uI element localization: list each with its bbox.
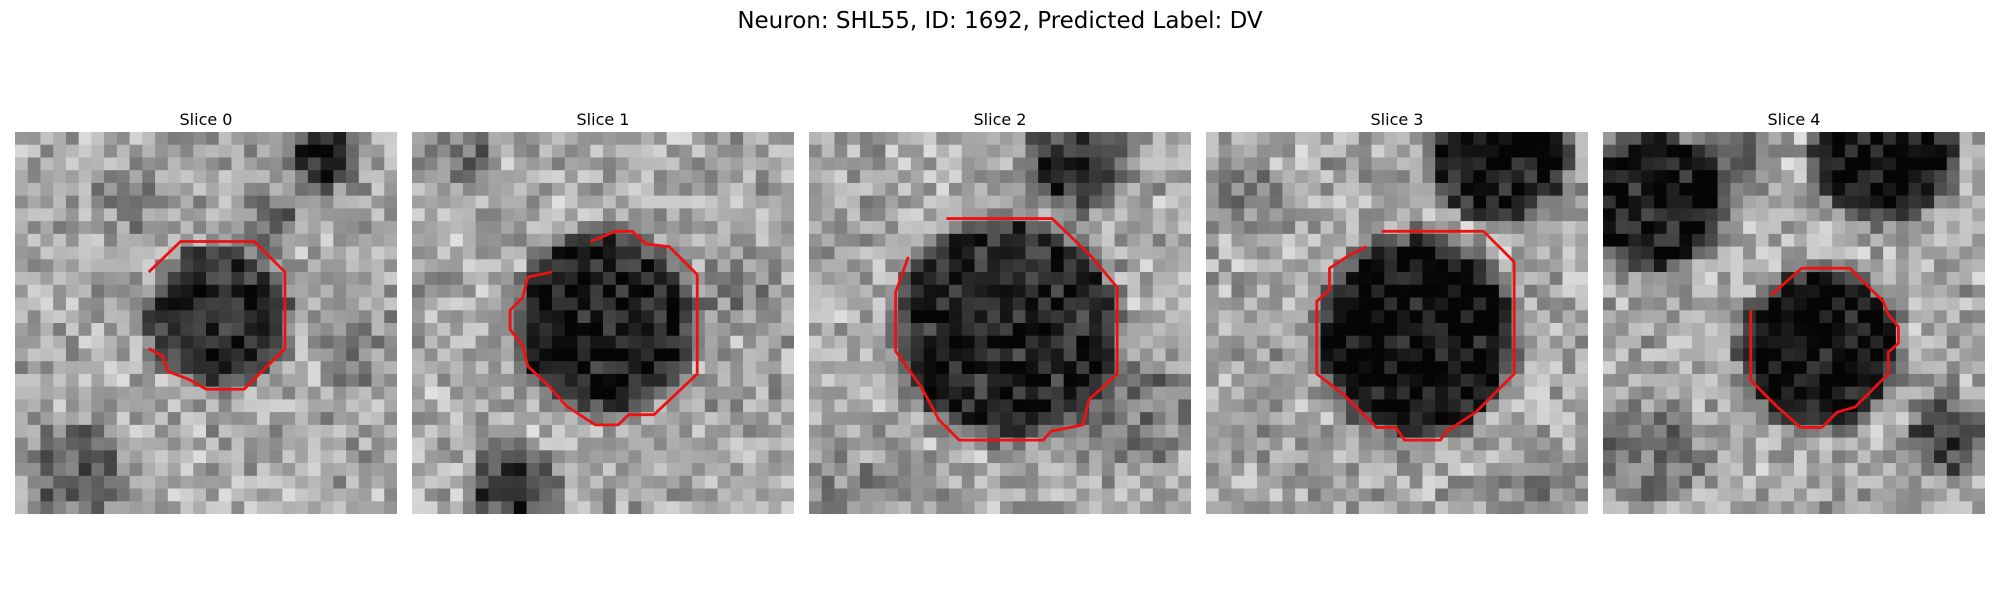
figure-title: Neuron: SHL55, ID: 1692, Predicted Label… <box>737 8 1263 34</box>
slice-image-2 <box>809 132 1191 514</box>
cell-contour <box>894 217 1119 442</box>
slice-image-4 <box>1603 132 1985 514</box>
slice-image-0 <box>15 132 397 514</box>
pixel-grid <box>412 132 794 514</box>
slice-panel-0: Slice 0 <box>15 108 397 514</box>
cell-contour <box>508 229 699 427</box>
slice-title-4: Slice 4 <box>1767 110 1821 129</box>
pixel-grid <box>1603 132 1985 514</box>
slice-title-1: Slice 1 <box>576 110 630 129</box>
slice-title-3: Slice 3 <box>1370 110 1424 129</box>
slice-title-2: Slice 2 <box>973 110 1027 129</box>
slice-panel-3: Slice 3 <box>1206 108 1588 514</box>
slice-title-0: Slice 0 <box>179 110 233 129</box>
cell-contour <box>1749 266 1900 429</box>
slice-panel-2: Slice 2 <box>809 108 1191 514</box>
pixel-grid <box>15 132 397 514</box>
slice-panel-4: Slice 4 <box>1603 108 1985 514</box>
slice-image-1 <box>412 132 794 514</box>
cell-contour <box>147 240 287 391</box>
pixel-grid <box>1206 132 1588 514</box>
slice-panel-1: Slice 1 <box>412 108 794 514</box>
cell-contour <box>1315 229 1516 442</box>
pixel-grid <box>809 132 1191 514</box>
slice-image-3 <box>1206 132 1588 514</box>
